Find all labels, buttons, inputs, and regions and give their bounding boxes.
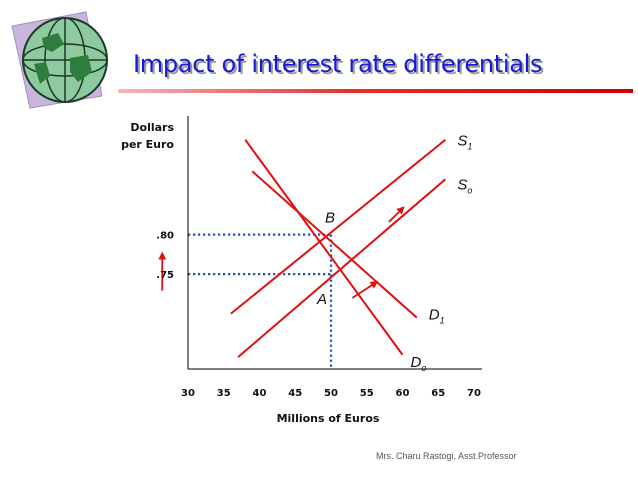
x-tick-label: 30 [181,388,195,399]
curve-d1 [251,170,418,319]
y-axis-label-line1: Dollars [130,121,174,134]
y-axis-label-line2: per Euro [121,138,174,151]
x-tick-label: 45 [288,388,302,399]
supply-shift-arrow [388,206,405,223]
y-tick-label: .75 [156,270,174,281]
x-axis-label: Millions of Euros [277,412,380,425]
x-tick-label: 35 [217,388,231,399]
demand-shift-arrow [351,280,379,299]
x-tick-label: 55 [360,388,374,399]
slide-title: Impact of interest rate differentials [133,50,543,78]
curve-label-d1: D1 [429,307,445,326]
curve-so [237,178,447,358]
point-label-a: A [316,291,327,308]
y-tick-label: .80 [156,231,174,242]
curve-do [244,139,404,356]
point-label-b: B [325,210,335,227]
curve-s1 [230,138,447,315]
x-tick-label: 60 [396,388,410,399]
footer-credit: Mrs. Charu Rastogi, Asst.Professor [376,451,517,461]
x-tick-label: 50 [324,388,338,399]
x-tick-label: 70 [467,388,481,399]
x-tick-label: 65 [431,388,445,399]
x-tick-label: 40 [253,388,267,399]
curve-label-so: So [457,176,472,195]
title-rule [118,89,633,93]
curve-label-do: Do [411,354,427,373]
curve-label-s1: S1 [457,133,472,152]
